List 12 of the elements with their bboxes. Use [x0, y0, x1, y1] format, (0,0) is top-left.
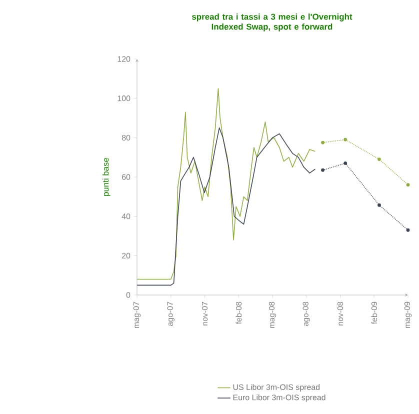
point: [321, 140, 324, 144]
point: [321, 168, 324, 172]
point: [378, 203, 381, 207]
point: [344, 162, 348, 165]
y-axis-title: punti base: [102, 158, 110, 196]
chart-title: spread tra i tassi a 3 mesi e l'Overnight Indexed Swap, spot e forward: [192, 14, 352, 32]
line-series: [136, 127, 316, 286]
point: [378, 158, 381, 161]
line-series: [136, 88, 316, 280]
point: [406, 228, 410, 232]
point: [406, 183, 410, 187]
point: [344, 138, 348, 142]
